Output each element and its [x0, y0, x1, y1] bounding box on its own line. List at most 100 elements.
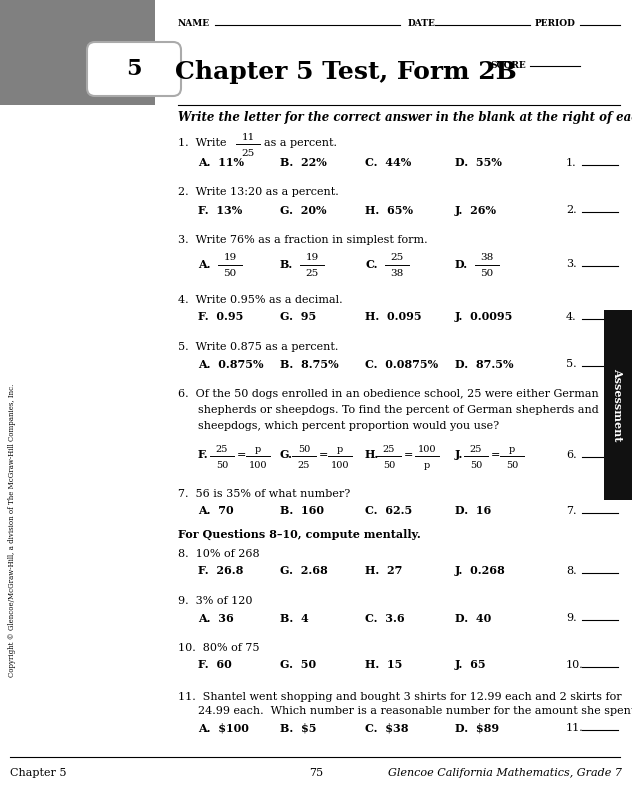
Text: D.  55%: D. 55%: [455, 157, 502, 169]
Text: B.: B.: [280, 259, 293, 269]
Text: 5: 5: [126, 58, 142, 80]
Text: C.  3.6: C. 3.6: [365, 612, 404, 624]
Text: 9.: 9.: [566, 613, 576, 623]
Text: 6.  Of the 50 dogs enrolled in an obedience school, 25 were either German: 6. Of the 50 dogs enrolled in an obedien…: [178, 389, 599, 399]
Text: H.  15: H. 15: [365, 659, 403, 671]
Polygon shape: [0, 0, 155, 105]
Text: C.  0.0875%: C. 0.0875%: [365, 358, 438, 370]
Text: Chapter 5 Test, Form 2B: Chapter 5 Test, Form 2B: [175, 60, 517, 84]
Text: A.  11%: A. 11%: [198, 157, 244, 169]
Text: A.  70: A. 70: [198, 505, 234, 517]
Text: =: =: [491, 450, 501, 460]
Text: 11.  Shantel went shopping and bought 3 shirts for 12.99 each and 2 skirts for: 11. Shantel went shopping and bought 3 s…: [178, 692, 622, 702]
Text: 2.  Write 13:20 as a percent.: 2. Write 13:20 as a percent.: [178, 187, 339, 197]
Text: 5.  Write 0.875 as a percent.: 5. Write 0.875 as a percent.: [178, 342, 338, 352]
Text: 8.  10% of 268: 8. 10% of 268: [178, 549, 260, 559]
Text: 100: 100: [249, 461, 267, 470]
Text: 24.99 each.  Which number is a reasonable number for the amount she spent?: 24.99 each. Which number is a reasonable…: [198, 706, 632, 716]
Text: 25: 25: [383, 444, 395, 453]
Text: 75: 75: [309, 768, 323, 778]
Text: C.: C.: [365, 259, 377, 269]
Text: B.  22%: B. 22%: [280, 157, 327, 169]
Text: A.  $100: A. $100: [198, 723, 249, 733]
Text: 1.: 1.: [566, 158, 576, 168]
Text: 50: 50: [480, 269, 494, 278]
Text: p: p: [255, 444, 261, 453]
Text: D.  87.5%: D. 87.5%: [455, 358, 513, 370]
Text: DATE: DATE: [408, 19, 436, 28]
Text: 7.: 7.: [566, 506, 576, 516]
Text: PERIOD: PERIOD: [535, 19, 576, 28]
Text: Copyright © Glencoe/McGraw-Hill, a division of The McGraw-Hill Companies, Inc.: Copyright © Glencoe/McGraw-Hill, a divis…: [8, 384, 16, 676]
Text: G.  20%: G. 20%: [280, 204, 327, 216]
Text: 25: 25: [216, 444, 228, 453]
Text: H.  65%: H. 65%: [365, 204, 413, 216]
Text: 50: 50: [298, 444, 310, 453]
Text: F.  0.95: F. 0.95: [198, 311, 243, 323]
Text: 100: 100: [418, 444, 436, 453]
Text: C.  $38: C. $38: [365, 723, 408, 733]
Text: 38: 38: [391, 269, 404, 278]
Text: 25: 25: [241, 148, 255, 157]
Text: G.: G.: [280, 449, 293, 461]
Text: 50: 50: [383, 461, 395, 470]
Text: 38: 38: [480, 254, 494, 263]
Text: 3.: 3.: [566, 259, 576, 269]
Text: 10.  80% of 75: 10. 80% of 75: [178, 643, 260, 653]
Text: 25: 25: [305, 269, 319, 278]
Text: 2.: 2.: [566, 205, 576, 215]
Text: Glencoe California Mathematics, Grade 7: Glencoe California Mathematics, Grade 7: [388, 768, 622, 778]
Text: B.  8.75%: B. 8.75%: [280, 358, 339, 370]
Text: =: =: [404, 450, 413, 460]
Text: 4.: 4.: [566, 312, 576, 322]
Text: 6.: 6.: [566, 450, 576, 460]
Text: NAME: NAME: [178, 19, 210, 28]
Text: H.  27: H. 27: [365, 565, 403, 577]
Text: =: =: [237, 450, 246, 460]
Text: Chapter 5: Chapter 5: [10, 768, 66, 778]
Text: 19: 19: [305, 254, 319, 263]
Text: p: p: [337, 444, 343, 453]
Text: 4.  Write 0.95% as a decimal.: 4. Write 0.95% as a decimal.: [178, 295, 343, 305]
Text: F.: F.: [198, 449, 209, 461]
Text: D.  $89: D. $89: [455, 723, 499, 733]
Text: 50: 50: [223, 269, 236, 278]
Text: 11: 11: [241, 132, 255, 141]
Text: 1.  Write: 1. Write: [178, 138, 226, 148]
Text: D.: D.: [455, 259, 468, 269]
Text: 19: 19: [223, 254, 236, 263]
Text: 100: 100: [331, 461, 349, 470]
Text: 50: 50: [216, 461, 228, 470]
Text: D.  40: D. 40: [455, 612, 491, 624]
Text: 10.: 10.: [566, 660, 584, 670]
Text: Write the letter for the correct answer in the blank at the right of each questi: Write the letter for the correct answer …: [178, 111, 632, 125]
Text: B.  4: B. 4: [280, 612, 309, 624]
Text: 11.: 11.: [566, 723, 584, 733]
Text: A.  36: A. 36: [198, 612, 234, 624]
Text: 25: 25: [470, 444, 482, 453]
Text: J.: J.: [455, 449, 463, 461]
Text: B.  $5: B. $5: [280, 723, 317, 733]
Text: 7.  56 is 35% of what number?: 7. 56 is 35% of what number?: [178, 489, 350, 499]
Text: A.  0.875%: A. 0.875%: [198, 358, 264, 370]
Text: =: =: [319, 450, 329, 460]
Text: G.  95: G. 95: [280, 311, 316, 323]
Text: C.  62.5: C. 62.5: [365, 505, 412, 517]
Text: D.  16: D. 16: [455, 505, 491, 517]
Text: Assessment: Assessment: [612, 368, 624, 442]
Text: shepherds or sheepdogs. To find the percent of German shepherds and: shepherds or sheepdogs. To find the perc…: [198, 405, 599, 415]
Text: 3.  Write 76% as a fraction in simplest form.: 3. Write 76% as a fraction in simplest f…: [178, 235, 428, 245]
Text: J.  0.268: J. 0.268: [455, 565, 506, 577]
Text: p: p: [509, 444, 515, 453]
Text: 50: 50: [470, 461, 482, 470]
Text: F.  26.8: F. 26.8: [198, 565, 243, 577]
Text: F.  60: F. 60: [198, 659, 232, 671]
Text: 25: 25: [391, 254, 404, 263]
Text: J.  65: J. 65: [455, 659, 487, 671]
Text: G.  50: G. 50: [280, 659, 316, 671]
Text: C.  44%: C. 44%: [365, 157, 411, 169]
FancyBboxPatch shape: [87, 42, 181, 96]
Text: p: p: [424, 461, 430, 470]
Text: For Questions 8–10, compute mentally.: For Questions 8–10, compute mentally.: [178, 529, 421, 539]
Text: as a percent.: as a percent.: [264, 138, 337, 148]
